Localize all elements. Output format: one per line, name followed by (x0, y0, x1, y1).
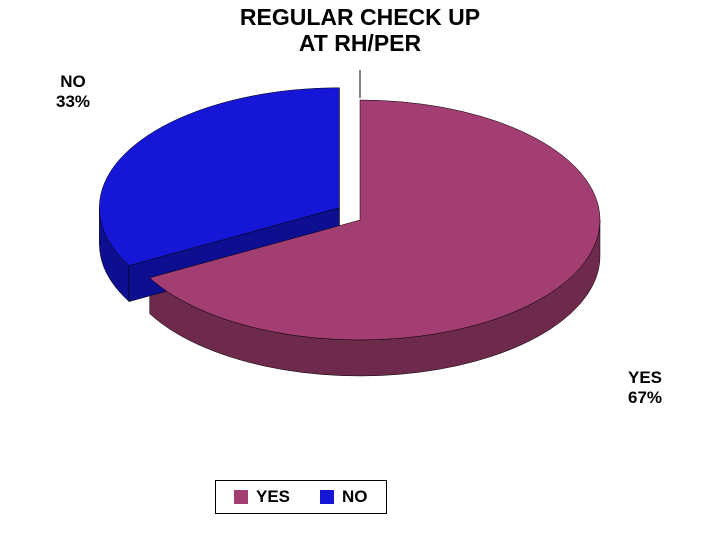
chart-title: REGULAR CHECK UP AT RH/PER (0, 4, 720, 57)
datalabel-no: NO 33% (56, 72, 90, 113)
legend-item-no: NO (320, 487, 368, 507)
legend-item-yes: YES (234, 487, 290, 507)
legend-label-no: NO (342, 487, 368, 507)
legend-swatch-no (320, 490, 334, 504)
datalabel-yes: YES 67% (628, 368, 662, 409)
legend: YES NO (215, 480, 387, 514)
legend-swatch-yes (234, 490, 248, 504)
chart-stage: REGULAR CHECK UP AT RH/PER NO 33% YES 67… (0, 0, 720, 540)
pie-chart (90, 70, 630, 400)
legend-label-yes: YES (256, 487, 290, 507)
